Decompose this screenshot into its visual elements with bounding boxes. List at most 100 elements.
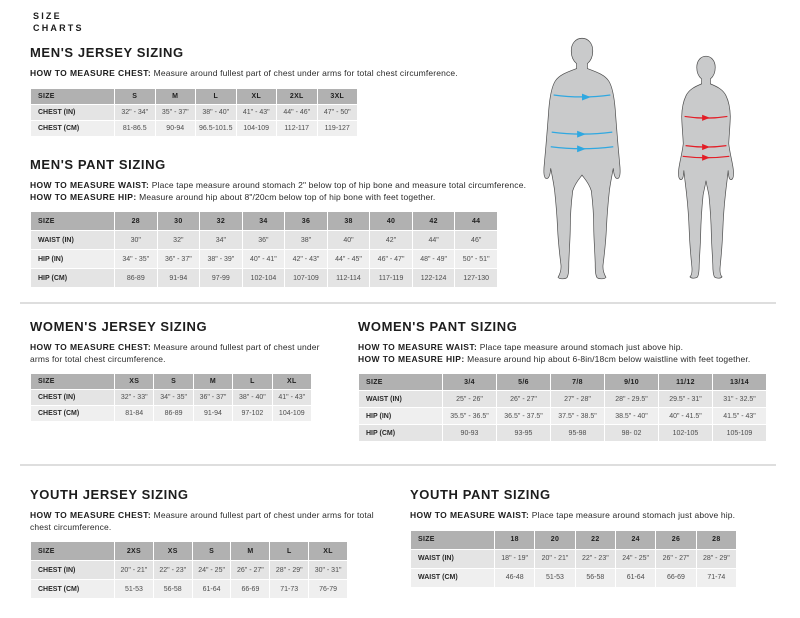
cell-value: 112-114 [327, 269, 370, 287]
section-mens-pant-sizing: MEN'S PANT SIZING HOW TO MEASURE WAIST: P… [30, 158, 570, 288]
section-title: WOMEN'S PANT SIZING [358, 319, 518, 334]
column-header: XL [272, 374, 311, 389]
mens-pant-size-table: SIZE 28 30 32 34 36 38 40 42 44 WAIST (IN) 30" 32" 34… [30, 211, 498, 288]
cell-value: 90-93 [443, 425, 496, 441]
table-row: HIP (IN) 34" - 35" 36" - 37" 38" - 39" 40" -… [31, 250, 497, 268]
cell-value: 24" - 25" [615, 549, 656, 568]
page-title-line1: SIZE [33, 11, 62, 21]
row-label: CHEST (CM) [31, 120, 114, 136]
cell-value: 27" - 28" [551, 391, 604, 407]
row-label: CHEST (IN) [31, 104, 114, 120]
howto-label: HOW TO MEASURE CHEST: [30, 510, 152, 520]
column-header: SIZE [31, 542, 114, 560]
howto-text: Measure around hip about 6-8in/18cm belo… [464, 353, 751, 364]
cell-value: 91-94 [157, 269, 200, 287]
column-header: 30 [157, 212, 200, 230]
howto-line: HOW TO MEASURE WAIST: Place tape measure… [30, 180, 570, 192]
cell-value: 66-69 [231, 580, 270, 598]
howto-line: HOW TO MEASURE WAIST: Place tape measure… [410, 510, 770, 522]
cell-value: 97-99 [200, 269, 242, 287]
section-title: MEN'S PANT SIZING [30, 157, 166, 172]
column-header: 2XS [115, 542, 153, 560]
cell-value: 102-104 [242, 269, 285, 287]
female-waist-arrowhead-icon [702, 143, 710, 151]
column-header: SIZE [31, 88, 114, 104]
table-row: CHEST (CM) 51-53 56-58 61-64 66-69 71-73 76-79 [31, 580, 347, 598]
howto-label: HOW TO MEASURE CHEST: [30, 68, 152, 78]
cell-value: 112-117 [277, 120, 317, 136]
cell-value: 98- 02 [605, 425, 658, 441]
section-youth-jersey-sizing: YOUTH JERSEY SIZING HOW TO MEASURE CHEST:… [30, 488, 390, 599]
cell-value: 50" - 51" [455, 250, 497, 268]
male-body-figure-illustration [543, 37, 621, 280]
table-row: WAIST (IN) 18" - 19" 20" - 21" 22" - 23" 24"… [411, 549, 736, 568]
cell-value: 76-79 [309, 580, 347, 598]
cell-value: 38" - 40" [196, 104, 236, 120]
cell-value: 30" [115, 231, 157, 249]
table-header-row: SIZE 2XS XS S M L XL [31, 542, 347, 560]
cell-value: 51-53 [535, 568, 575, 587]
cell-value: 40" - 41.5" [659, 408, 712, 424]
cell-value: 61-64 [615, 568, 656, 587]
cell-value: 36" [242, 231, 285, 249]
cell-value: 32" [157, 231, 200, 249]
column-header: SIZE [31, 374, 114, 389]
cell-value: 46" [455, 231, 497, 249]
section-divider [20, 302, 776, 304]
howto-label: HOW TO MEASURE WAIST: [30, 180, 150, 190]
cell-value: 107-109 [285, 269, 327, 287]
table-header-row: SIZE 18 20 22 24 26 28 [411, 530, 736, 549]
row-label: WAIST (IN) [411, 549, 494, 568]
howto-text: Place tape measure around stomach just a… [477, 342, 684, 352]
column-header: M [155, 88, 195, 104]
cell-value: 97-102 [233, 406, 272, 421]
mens-jersey-size-table: SIZE S M L XL 2XL 3XL CHEST (IN) 32" - 34" 35" - … [30, 88, 358, 137]
cell-value: 28" - 29.5" [605, 391, 658, 407]
cell-value: 28" - 29" [696, 549, 736, 568]
row-label: WAIST (IN) [359, 391, 442, 407]
cell-value: 35.5" - 36.5" [443, 408, 496, 424]
womens-pant-size-table: SIZE 3/4 5/6 7/8 9/10 11/12 13/14 WAIST (IN) 25"… [358, 373, 767, 442]
column-header: S [192, 542, 231, 560]
womens-jersey-size-table: SIZE XS S M L XL CHEST (IN) 32" - 33" 34" - 35" 3… [30, 373, 312, 422]
row-label: CHEST (IN) [31, 390, 114, 405]
cell-value: 38.5" - 40" [605, 408, 658, 424]
table-row: HIP (CM) 86-89 91-94 97-99 102-104 107-109 112… [31, 269, 497, 287]
howto-line: HOW TO MEASURE CHEST: Measure around ful… [30, 342, 332, 365]
cell-value: 122-124 [412, 269, 455, 287]
column-header: 44 [455, 212, 497, 230]
cell-value: 37.5" - 38.5" [551, 408, 604, 424]
male-silhouette [543, 37, 621, 280]
howto-label: HOW TO MEASURE CHEST: [30, 342, 152, 352]
table-row: CHEST (IN) 20" - 21" 22" - 23" 24" - 25" 26"… [31, 561, 347, 579]
column-header: 3XL [317, 88, 357, 104]
column-header: 13/14 [713, 374, 766, 390]
column-header: 38 [327, 212, 370, 230]
column-header: 34 [242, 212, 285, 230]
cell-value: 48" - 49" [412, 250, 455, 268]
cell-value: 56-58 [153, 580, 192, 598]
cell-value: 81-86.5 [115, 120, 155, 136]
column-header: 40 [370, 212, 412, 230]
row-label: WAIST (IN) [31, 231, 114, 249]
column-header: M [193, 374, 233, 389]
column-header: S [115, 88, 155, 104]
cell-value: 20" - 21" [115, 561, 153, 579]
column-header: 7/8 [551, 374, 604, 390]
female-silhouette [678, 55, 734, 279]
cell-value: 81-84 [115, 406, 154, 421]
cell-value: 61-64 [192, 580, 231, 598]
column-header: SIZE [31, 212, 114, 230]
cell-value: 35" - 37" [155, 104, 195, 120]
table-header-row: SIZE XS S M L XL [31, 374, 311, 389]
howto-text: Measure around fullest part of chest und… [151, 68, 458, 78]
section-title: YOUTH JERSEY SIZING [30, 487, 189, 502]
howto-line: HOW TO MEASURE CHEST: Measure around ful… [30, 510, 390, 533]
column-header: 42 [412, 212, 455, 230]
cell-value: 40" - 41" [242, 250, 285, 268]
cell-value: 66-69 [656, 568, 696, 587]
cell-value: 56-58 [575, 568, 615, 587]
table-row: WAIST (CM) 46-48 51-53 56-58 61-64 66-69 71-74 [411, 568, 736, 587]
cell-value: 44" [412, 231, 455, 249]
